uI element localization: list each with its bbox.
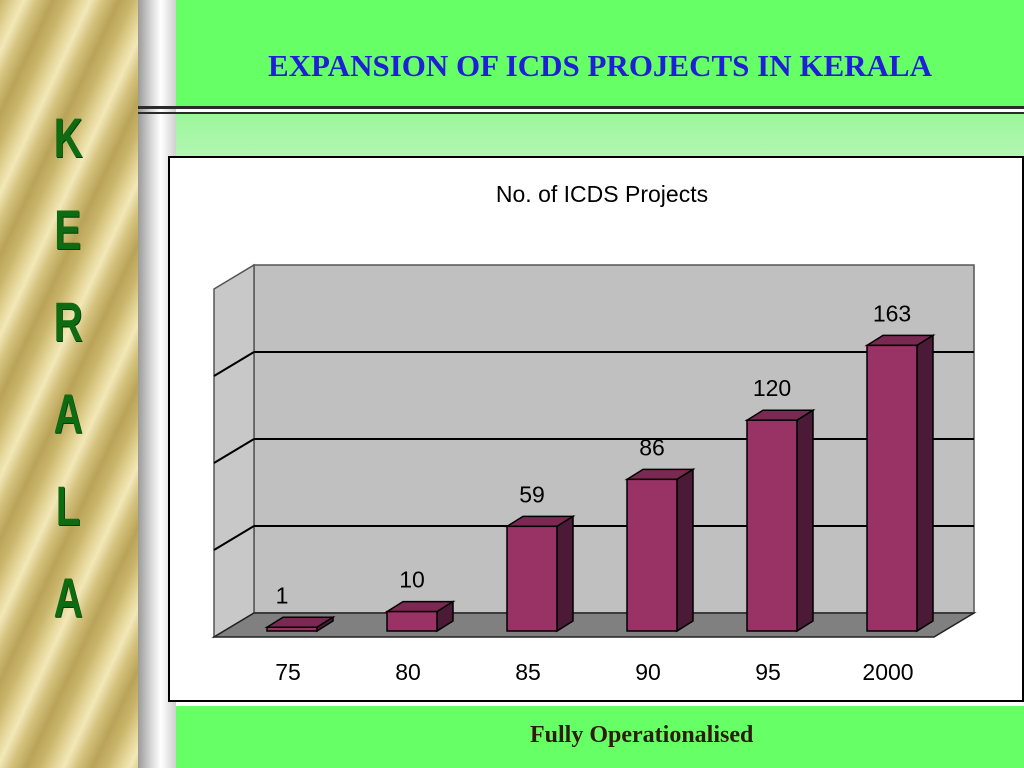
footer-band [176, 706, 1024, 768]
sidebar-letter: L [55, 474, 81, 537]
bar-side [916, 334, 934, 633]
x-tick-label: 75 [275, 659, 301, 685]
header-divider [138, 106, 1024, 109]
bar-side [676, 468, 694, 633]
bar-front [506, 525, 558, 632]
header-divider [138, 112, 1024, 114]
bar-side [556, 514, 574, 633]
chart-frame: 1 75 10 80 59 85 86 90 120 95 163 2000 No. of ICDS … [168, 156, 1024, 702]
sidebar-letter: R [53, 290, 83, 353]
x-tick-label: 90 [635, 659, 661, 685]
gridline [213, 438, 255, 464]
bar [744, 408, 816, 633]
sidebar-letter: A [53, 566, 83, 629]
x-tick-label: 80 [395, 659, 421, 685]
sidebar-letters: K E R A L A [20, 92, 116, 644]
bar-front [866, 344, 918, 632]
data-label: 1 [276, 582, 289, 608]
data-label: 86 [639, 434, 665, 460]
x-tick-label: 2000 [862, 659, 913, 685]
data-label: 59 [519, 481, 545, 507]
footer-text: Fully Operationalised [530, 722, 754, 748]
sidebar-letter: E [54, 198, 82, 261]
x-tick-label: 95 [755, 659, 781, 685]
bar [624, 468, 696, 633]
sidebar-panel: K E R A L A [0, 0, 138, 768]
gridline [213, 351, 255, 377]
chart-title: No. of ICDS Projects [496, 181, 708, 207]
data-label: 10 [399, 567, 425, 593]
gridline [213, 525, 255, 551]
data-label: 120 [753, 375, 791, 401]
header-band [176, 0, 1024, 108]
bar-side [796, 408, 814, 633]
sidebar-letter: A [53, 382, 83, 445]
bar [384, 600, 456, 633]
x-tick-label: 85 [515, 659, 541, 685]
header-lower-band [176, 114, 1024, 156]
bar-front [626, 478, 678, 632]
page-title: EXPANSION OF ICDS PROJECTS IN KERALA [267, 48, 932, 83]
bar-chart: 1 75 10 80 59 85 86 90 120 95 163 2000 No. of ICDS … [211, 181, 977, 685]
data-label: 163 [873, 300, 911, 326]
bar [264, 615, 336, 633]
bar-front [386, 610, 438, 632]
bar [504, 514, 576, 633]
bar [864, 334, 936, 633]
sidebar-letter: K [53, 106, 83, 169]
bar-front [746, 419, 798, 632]
bar-front [266, 626, 318, 632]
